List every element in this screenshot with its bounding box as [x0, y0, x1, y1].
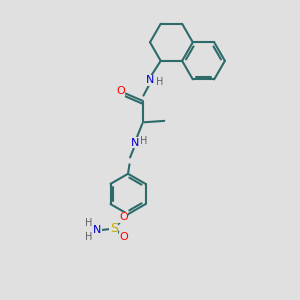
Text: H: H [140, 136, 147, 146]
Text: N: N [93, 225, 102, 235]
Text: H: H [85, 232, 93, 242]
Text: S: S [110, 222, 118, 235]
Text: H: H [156, 76, 164, 87]
Text: O: O [119, 212, 128, 222]
Text: N: N [146, 75, 154, 85]
Text: N: N [131, 138, 140, 148]
Text: O: O [116, 86, 125, 96]
Text: O: O [120, 232, 128, 242]
Text: H: H [85, 218, 93, 227]
